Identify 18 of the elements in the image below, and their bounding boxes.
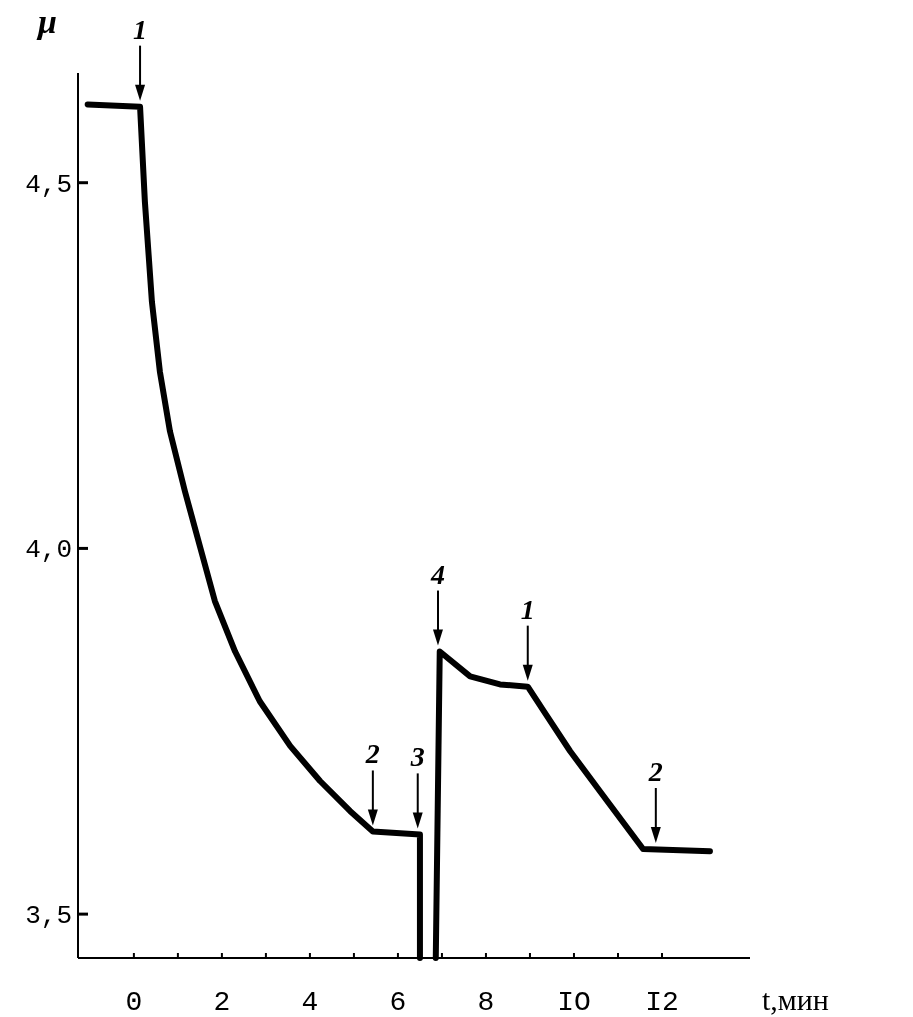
- annotation: 3: [409, 741, 425, 773]
- y-tick-label: 4,0: [25, 535, 72, 566]
- annotation: 2: [647, 756, 663, 788]
- x-tick-label: 4: [301, 987, 319, 1017]
- y-tick-label: 3,5: [25, 901, 72, 932]
- x-tick-label: I2: [645, 987, 679, 1017]
- y-axis-title: μ: [36, 3, 57, 40]
- annotation: 1: [520, 593, 535, 625]
- x-tick-label: IO: [557, 987, 591, 1017]
- annotation: 2: [364, 738, 380, 770]
- x-tick-label: 8: [477, 987, 495, 1017]
- x-tick-label: 0: [125, 987, 143, 1017]
- x-axis-title: t,мин: [762, 983, 829, 1016]
- y-tick-label: 4,5: [25, 169, 72, 200]
- x-tick-label: 2: [213, 987, 231, 1017]
- x-tick-label: 6: [389, 987, 407, 1017]
- annotation: 1: [133, 13, 148, 45]
- annotation: 4: [429, 558, 445, 590]
